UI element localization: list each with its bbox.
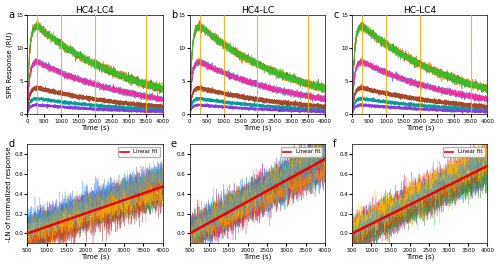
Y-axis label: -LN of normalized response: -LN of normalized response — [6, 146, 12, 242]
Title: HC4-LC4: HC4-LC4 — [76, 6, 114, 15]
X-axis label: Time (s): Time (s) — [80, 125, 109, 131]
X-axis label: Time (s): Time (s) — [243, 254, 272, 260]
Y-axis label: SPR Response (RU): SPR Response (RU) — [7, 32, 14, 98]
Title: HC-LC4: HC-LC4 — [403, 6, 436, 15]
Legend: Linear fit: Linear fit — [443, 147, 484, 157]
Text: b: b — [170, 10, 177, 20]
Title: HC4-LC: HC4-LC — [241, 6, 274, 15]
Text: f: f — [333, 139, 336, 149]
Text: c: c — [333, 10, 338, 20]
X-axis label: Time (s): Time (s) — [243, 125, 272, 131]
X-axis label: Time (s): Time (s) — [80, 254, 109, 260]
Text: e: e — [170, 139, 176, 149]
Text: d: d — [8, 139, 14, 149]
Legend: Linear fit: Linear fit — [118, 147, 160, 157]
Legend: Linear fit: Linear fit — [280, 147, 322, 157]
X-axis label: Time (s): Time (s) — [406, 125, 434, 131]
Text: a: a — [8, 10, 14, 20]
X-axis label: Time (s): Time (s) — [406, 254, 434, 260]
